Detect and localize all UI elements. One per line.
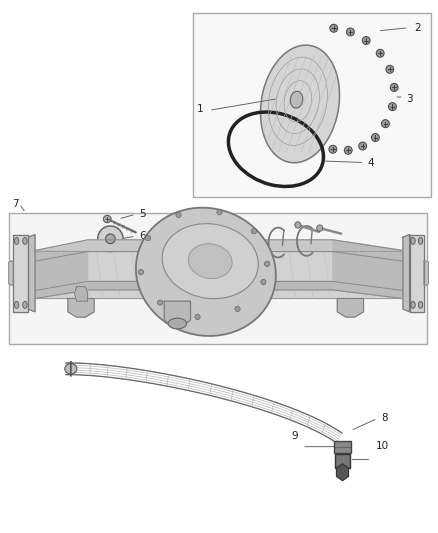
Ellipse shape <box>376 50 384 58</box>
Ellipse shape <box>168 318 187 329</box>
Polygon shape <box>35 281 403 298</box>
Ellipse shape <box>14 302 19 308</box>
Ellipse shape <box>390 84 398 92</box>
Ellipse shape <box>411 238 415 244</box>
Ellipse shape <box>162 224 258 298</box>
Ellipse shape <box>261 45 339 163</box>
Polygon shape <box>403 235 410 312</box>
Polygon shape <box>35 251 403 298</box>
Ellipse shape <box>265 261 270 266</box>
Bar <box>9 213 427 344</box>
Ellipse shape <box>217 209 222 215</box>
Polygon shape <box>410 235 424 312</box>
Ellipse shape <box>145 236 151 241</box>
Polygon shape <box>333 240 403 298</box>
Polygon shape <box>35 251 88 298</box>
Text: 8: 8 <box>381 414 388 423</box>
Ellipse shape <box>176 212 181 217</box>
Ellipse shape <box>418 302 423 308</box>
Ellipse shape <box>188 244 232 279</box>
Ellipse shape <box>295 222 301 228</box>
Text: 7: 7 <box>12 199 19 209</box>
Ellipse shape <box>23 302 27 308</box>
Ellipse shape <box>386 66 394 74</box>
Polygon shape <box>9 261 13 285</box>
Ellipse shape <box>330 25 338 32</box>
Ellipse shape <box>389 102 396 110</box>
Text: 3: 3 <box>406 94 413 103</box>
Polygon shape <box>28 235 35 312</box>
Ellipse shape <box>14 238 19 244</box>
Ellipse shape <box>251 229 257 234</box>
Ellipse shape <box>359 142 367 150</box>
Ellipse shape <box>411 302 415 308</box>
Text: 10: 10 <box>376 441 389 451</box>
Text: 5: 5 <box>139 209 146 219</box>
FancyBboxPatch shape <box>334 441 351 453</box>
Ellipse shape <box>235 306 240 312</box>
Ellipse shape <box>344 147 352 155</box>
Ellipse shape <box>418 238 423 244</box>
Polygon shape <box>35 240 403 261</box>
FancyBboxPatch shape <box>335 454 350 468</box>
Polygon shape <box>337 298 364 317</box>
Ellipse shape <box>103 215 111 223</box>
Ellipse shape <box>371 134 379 142</box>
Ellipse shape <box>317 225 323 231</box>
Ellipse shape <box>65 364 77 374</box>
Ellipse shape <box>136 208 276 336</box>
Ellipse shape <box>138 269 144 274</box>
Bar <box>193 13 431 197</box>
Ellipse shape <box>106 234 115 244</box>
Polygon shape <box>68 298 94 317</box>
Ellipse shape <box>346 28 354 36</box>
Ellipse shape <box>381 120 389 128</box>
Polygon shape <box>424 261 428 285</box>
Text: 4: 4 <box>367 158 374 167</box>
Polygon shape <box>74 287 88 301</box>
Text: 9: 9 <box>291 431 298 441</box>
Text: 2: 2 <box>414 23 420 33</box>
Polygon shape <box>13 235 28 312</box>
Ellipse shape <box>329 145 337 154</box>
Polygon shape <box>164 301 191 328</box>
Text: 1: 1 <box>197 104 204 114</box>
Ellipse shape <box>157 300 162 305</box>
Ellipse shape <box>98 226 123 252</box>
Ellipse shape <box>362 36 370 45</box>
Ellipse shape <box>261 279 266 285</box>
Ellipse shape <box>23 238 27 244</box>
Ellipse shape <box>290 91 303 108</box>
Text: 6: 6 <box>139 231 146 241</box>
Ellipse shape <box>195 314 200 320</box>
